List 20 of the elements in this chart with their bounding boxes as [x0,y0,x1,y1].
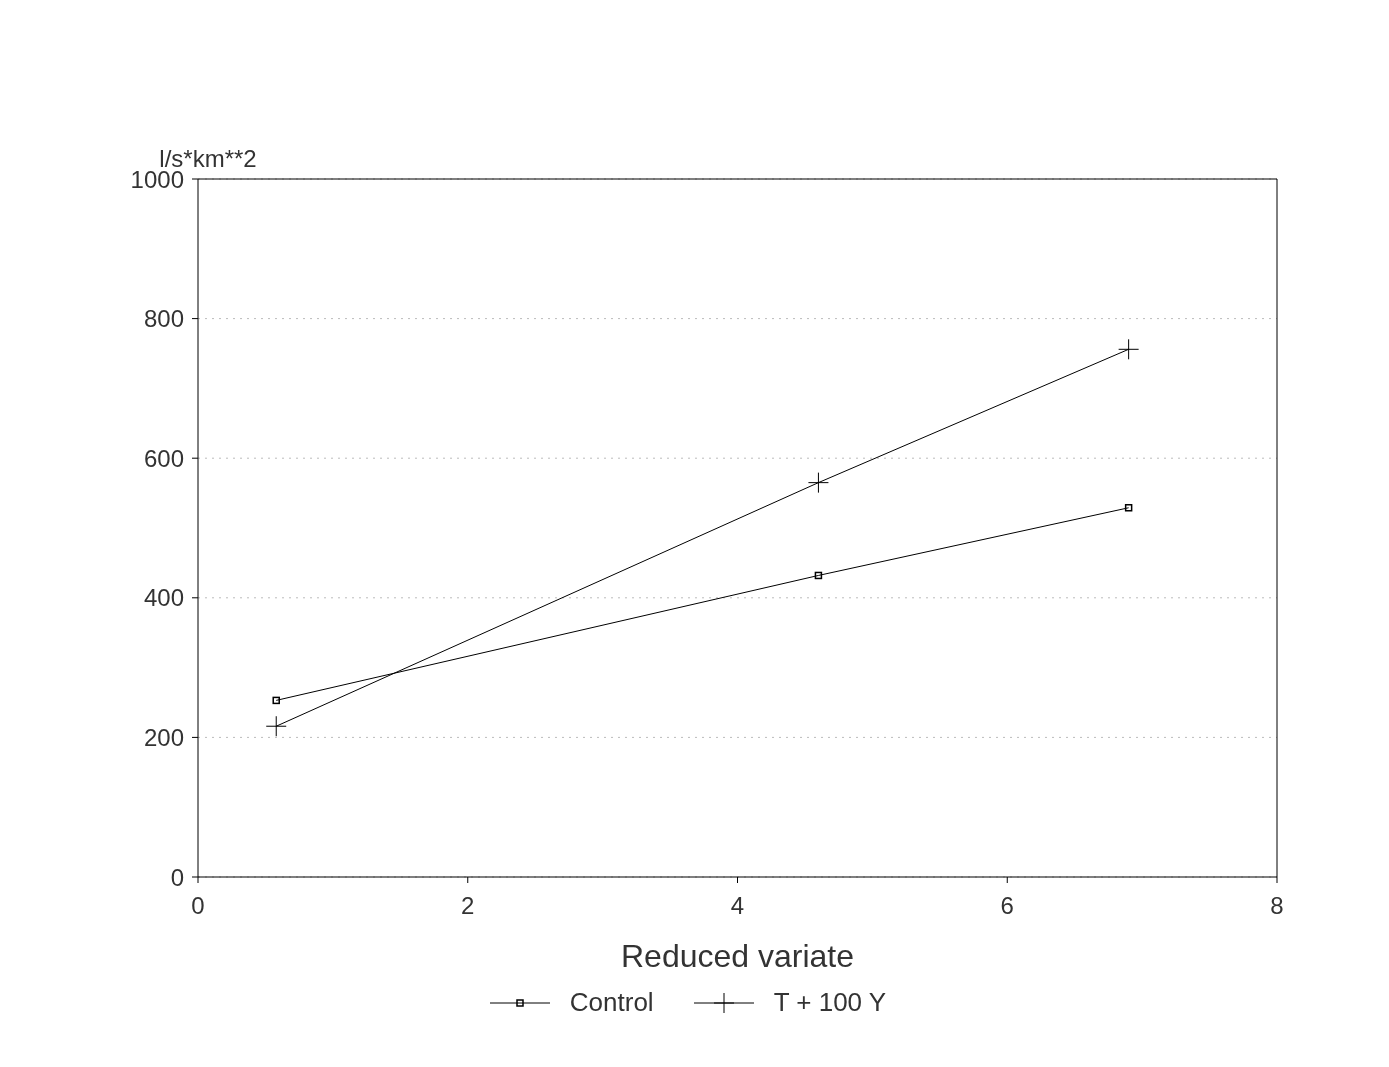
y-tick-label: 200 [143,723,184,751]
x-tick-label: 8 [1270,892,1284,920]
point [807,472,829,494]
point [1118,338,1140,360]
x-axis-title: Reduced variate [620,938,855,974]
legend-label: T + 100 Y [773,987,887,1018]
y-axis-title: l/s*km**2 [159,145,257,172]
y-tick-label: 600 [143,444,184,472]
legend-label: Control [569,987,654,1018]
y-tick-label: 400 [143,584,184,612]
point [265,715,287,737]
x-tick-label: 0 [191,892,205,920]
point [1124,504,1133,512]
x-tick-label: 6 [1000,892,1014,920]
x-tick-label: 4 [730,892,745,920]
point [272,696,280,705]
y-tick-label: 800 [143,305,184,333]
y-tick-label: 0 [170,863,184,891]
point [814,571,823,580]
x-tick-label: 2 [461,892,475,920]
